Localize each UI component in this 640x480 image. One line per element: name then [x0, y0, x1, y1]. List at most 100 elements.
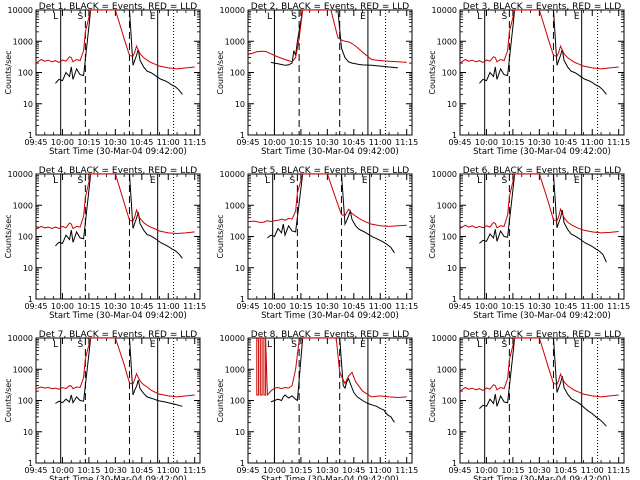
x-tick-label: 11:15 — [183, 466, 206, 475]
x-tick-label: 10:45 — [130, 302, 153, 311]
series-line-lld — [36, 174, 195, 235]
panel-det-5: Det 5, BLACK = Events, RED = LLD 1 10 100 10… — [216, 166, 418, 321]
y-tick-label: 100 — [230, 233, 245, 242]
x-tick-label: 11:15 — [395, 138, 418, 147]
series-line-lld — [248, 174, 407, 227]
series-line-events — [479, 174, 607, 263]
x-tick-label: 11:00 — [581, 138, 604, 147]
x-axis-label: Start Time (30-Mar-04 09:42:00) — [49, 475, 187, 480]
marker-label: E — [150, 176, 156, 186]
series-line-lld — [256, 338, 407, 399]
panel-det-9: Det 9, BLACK = Events, RED = LLD 1 10 100 10… — [428, 330, 630, 480]
x-tick-label: 09:45 — [448, 302, 471, 311]
y-tick-label: 10000 — [432, 6, 457, 15]
x-tick-label: 10:30 — [528, 302, 551, 311]
panel-det-4: Det 4, BLACK = Events, RED = LLD 1 10 100 10… — [4, 166, 206, 321]
marker-label: L — [53, 340, 58, 350]
x-tick-label: 10:15 — [501, 138, 524, 147]
y-axis-label: Counts/sec — [428, 214, 437, 258]
y-tick-label: 1000 — [13, 201, 33, 210]
x-tick-label: 11:15 — [607, 466, 630, 475]
x-tick-label: 10:30 — [316, 302, 339, 311]
x-tick-label: 10:00 — [263, 302, 286, 311]
x-tick-label: 10:30 — [528, 466, 551, 475]
marker-label: S — [78, 12, 84, 22]
x-tick-label: 09:45 — [236, 138, 259, 147]
marker-label: E — [360, 340, 366, 350]
x-tick-label: 09:45 — [24, 302, 47, 311]
x-tick-label: 10:15 — [77, 466, 100, 475]
marker-label: L — [477, 340, 482, 350]
x-tick-label: 11:15 — [607, 302, 630, 311]
y-tick-label: 10000 — [220, 6, 245, 15]
x-tick-label: 10:00 — [51, 138, 74, 147]
x-tick-label: 11:00 — [157, 302, 180, 311]
x-tick-label: 10:00 — [475, 466, 498, 475]
marker-label: L — [53, 176, 58, 186]
y-tick-label: 1000 — [437, 365, 457, 374]
x-tick-label: 09:45 — [448, 138, 471, 147]
x-tick-label: 10:30 — [104, 466, 127, 475]
panel-title: Det 2, BLACK = Events, RED = LLD — [251, 2, 410, 12]
marker-label: L — [267, 12, 272, 22]
x-tick-label: 10:15 — [77, 302, 100, 311]
x-tick-label: 11:00 — [369, 302, 392, 311]
x-tick-label: 10:45 — [342, 138, 365, 147]
x-tick-label: 10:00 — [51, 302, 74, 311]
y-tick-label: 10 — [235, 264, 245, 273]
x-tick-label: 09:45 — [24, 138, 47, 147]
x-tick-label: 11:00 — [157, 466, 180, 475]
marker-label: E — [574, 340, 580, 350]
y-tick-label: 10000 — [220, 170, 245, 179]
y-tick-label: 100 — [442, 397, 457, 406]
marker-label: S — [291, 340, 297, 350]
y-tick-label: 10000 — [220, 334, 245, 343]
x-tick-label: 09:45 — [24, 466, 47, 475]
x-tick-label: 11:15 — [183, 302, 206, 311]
y-axis-label: Counts/sec — [4, 378, 13, 422]
x-tick-label: 11:00 — [157, 138, 180, 147]
panel-title: Det 9, BLACK = Events, RED = LLD — [463, 330, 622, 340]
x-tick-label: 10:30 — [316, 138, 339, 147]
x-axis-label: Start Time (30-Mar-04 09:42:00) — [473, 311, 611, 321]
x-tick-label: 11:15 — [183, 138, 206, 147]
x-tick-label: 10:00 — [51, 466, 74, 475]
x-tick-label: 10:45 — [342, 466, 365, 475]
marker-label: L — [477, 12, 482, 22]
panel-det-3: Det 3, BLACK = Events, RED = LLD 1 10 100 10… — [428, 2, 630, 157]
y-axis-label: Counts/sec — [4, 214, 13, 258]
panel-det-8: Det 8, BLACK = Events, RED = LLD 1 10 100 10… — [216, 330, 418, 480]
x-axis-label: Start Time (30-Mar-04 09:42:00) — [473, 147, 611, 157]
series-line-events — [270, 338, 395, 423]
y-tick-label: 1000 — [13, 37, 33, 46]
panel-title: Det 1, BLACK = Events, RED = LLD — [39, 2, 198, 12]
series-line-lld — [248, 10, 407, 63]
marker-label: L — [53, 12, 58, 22]
x-tick-label: 11:00 — [581, 302, 604, 311]
y-tick-label: 1 — [240, 295, 245, 304]
series-line-events — [267, 174, 395, 254]
y-tick-label: 1000 — [13, 365, 33, 374]
x-axis-label: Start Time (30-Mar-04 09:42:00) — [49, 311, 187, 321]
panel-title: Det 7, BLACK = Events, RED = LLD — [39, 330, 198, 340]
series-line-events — [55, 10, 183, 95]
x-tick-label: 10:45 — [554, 302, 577, 311]
y-tick-label: 10000 — [8, 170, 33, 179]
x-axis-label: Start Time (30-Mar-04 09:42:00) — [261, 147, 399, 157]
y-tick-label: 1000 — [437, 201, 457, 210]
x-tick-label: 11:15 — [607, 138, 630, 147]
x-tick-label: 09:45 — [448, 466, 471, 475]
series-line-events — [55, 174, 183, 259]
x-tick-label: 10:15 — [289, 302, 312, 311]
y-tick-label: 1 — [28, 131, 33, 140]
y-tick-label: 1 — [452, 131, 457, 140]
x-tick-label: 11:15 — [395, 466, 418, 475]
x-tick-label: 10:30 — [104, 138, 127, 147]
y-tick-label: 1000 — [225, 365, 245, 374]
y-axis-label: Counts/sec — [428, 378, 437, 422]
x-tick-label: 10:30 — [528, 138, 551, 147]
series-line-events — [55, 338, 183, 407]
x-tick-label: 10:00 — [475, 302, 498, 311]
y-tick-label: 1 — [240, 459, 245, 468]
x-tick-label: 10:45 — [130, 466, 153, 475]
